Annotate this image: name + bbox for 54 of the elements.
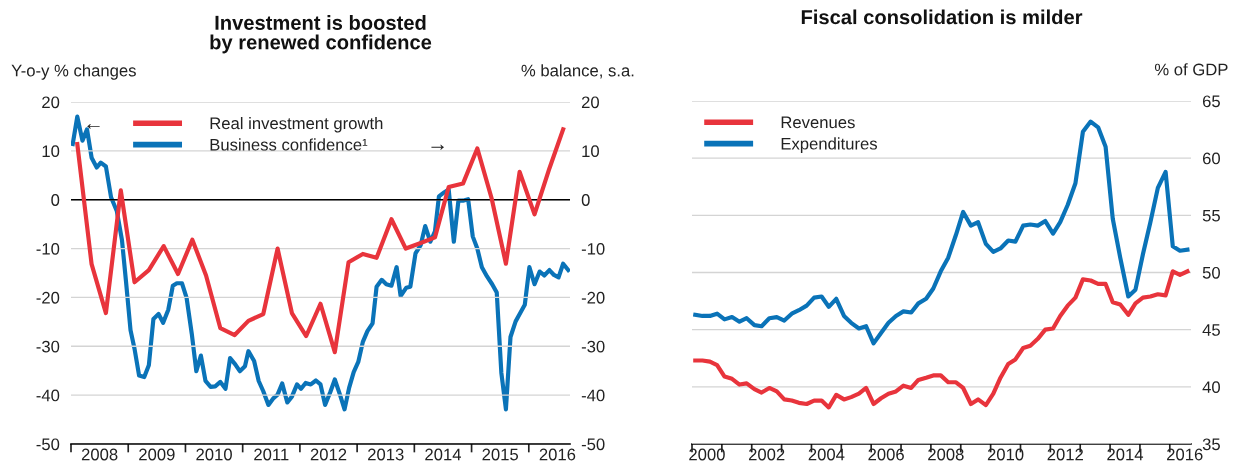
x-tick-label: 2014 [425, 448, 462, 461]
y2-tick-label: 35 [1202, 438, 1220, 451]
y2-tick-label: 50 [1202, 266, 1220, 279]
y-tick-label: -50 [36, 438, 60, 451]
y-tick-label: 10 [42, 145, 60, 158]
x-tick-label: 2002 [748, 448, 785, 461]
y2-tick-label: -10 [581, 242, 605, 255]
y2-tick-label: -40 [581, 389, 605, 402]
y-tick-label: -30 [36, 340, 60, 353]
y2-tick-label: -20 [581, 291, 605, 304]
y2-tick-label: 0 [581, 194, 590, 206]
y2-tick-label: 40 [1202, 381, 1220, 394]
x-tick-label: 2016 [539, 448, 576, 461]
x-tick-label: 2004 [808, 448, 845, 461]
line-series [693, 269, 1190, 410]
y2-tick-label: 45 [1202, 324, 1220, 336]
y2-tick-label: 65 [1202, 95, 1220, 108]
annotation: ← [87, 123, 100, 129]
y2-axis-title: % balance, s.a. [521, 64, 634, 79]
annotation: → [431, 144, 444, 150]
x-tick-label: 2016 [1167, 448, 1203, 461]
y-tick-label: -10 [36, 242, 60, 255]
y2-tick-label: 55 [1202, 209, 1220, 222]
y2-tick-label: 60 [1202, 152, 1220, 165]
x-tick-label: 2000 [689, 448, 725, 461]
chart-title: Fiscal consolidation is milder [801, 9, 1083, 25]
x-tick-label: 2012 [310, 448, 347, 461]
y-tick-label: -20 [36, 291, 60, 304]
y-axis-title: Y-o-y % changes [11, 64, 136, 80]
x-tick-label: 2010 [196, 448, 232, 461]
y2-tick-label: 20 [581, 96, 599, 109]
y2-tick-label: -30 [581, 340, 605, 353]
y-tick-label: 0 [51, 194, 60, 206]
y-tick-label: 20 [42, 96, 60, 109]
legend-label: Expenditures [781, 137, 878, 153]
line-series [71, 114, 570, 412]
y2-axis-title: % of GDP [1154, 63, 1228, 76]
y2-tick-label: -50 [581, 438, 605, 451]
legend-label: Revenues [781, 116, 855, 129]
x-tick-label: 2011 [254, 448, 289, 461]
x-tick-label: 2008 [928, 448, 964, 461]
x-tick-label: 2014 [1107, 448, 1144, 461]
x-tick-label: 2015 [482, 448, 519, 461]
legend-label: Real investment growth [210, 117, 383, 133]
y-tick-label: -40 [36, 389, 60, 402]
x-tick-label: 2006 [868, 448, 904, 461]
x-tick-label: 2010 [987, 448, 1024, 461]
x-tick-label: 2013 [368, 448, 404, 461]
y2-tick-label: 10 [582, 145, 599, 158]
x-tick-label: 2008 [81, 448, 118, 461]
x-tick-label: 2012 [1047, 448, 1083, 461]
x-tick-label: 2009 [139, 448, 175, 461]
legend-label: Business confidence¹ [210, 138, 368, 151]
chart-title: Investment is boosted by renewed confidence [210, 15, 432, 54]
